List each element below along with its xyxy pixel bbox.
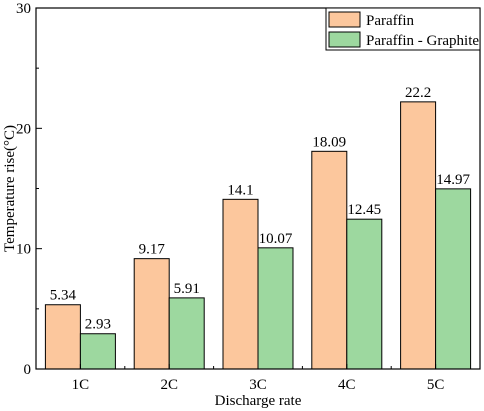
bar-paraffin-graphite: [168, 297, 205, 370]
legend-label: Paraffin: [366, 13, 415, 29]
data-label: 22.2: [405, 85, 431, 101]
legend-swatch: [328, 31, 361, 48]
y-tick-label: 30: [16, 1, 31, 17]
ticks-group: [36, 7, 437, 370]
data-label: 5.91: [174, 281, 200, 297]
bar-paraffin-graphite: [346, 218, 383, 370]
bar-paraffin: [44, 304, 81, 370]
x-axis-title: Discharge rate: [215, 393, 302, 409]
bar-paraffin-graphite: [435, 188, 472, 370]
x-tick-label: 5C: [427, 377, 445, 393]
data-label: 12.45: [347, 202, 381, 218]
bars-group: [44, 101, 472, 370]
x-tick-label: 1C: [72, 377, 90, 393]
data-label: 10.07: [259, 231, 293, 247]
bar-paraffin-graphite: [79, 333, 116, 370]
data-label: 2.93: [85, 317, 111, 333]
data-label: 5.34: [50, 288, 77, 304]
tick-labels-group: 1C 2C 3C 4C 5C 0 10 20 30: [16, 1, 444, 393]
legend: Paraffin Paraffin - Graphite: [325, 7, 481, 51]
legend-swatch: [328, 11, 361, 28]
x-tick-label: 4C: [338, 377, 356, 393]
y-tick-label: 10: [16, 242, 31, 258]
bar-paraffin: [400, 101, 437, 370]
data-label: 18.09: [312, 134, 346, 150]
y-tick-label: 20: [16, 121, 31, 137]
data-label: 14.1: [227, 182, 253, 198]
y-tick-label: 0: [24, 362, 32, 378]
x-tick-label: 3C: [249, 377, 267, 393]
x-tick-label: 2C: [160, 377, 178, 393]
bar-paraffin: [133, 258, 170, 370]
data-label: 14.97: [436, 172, 470, 188]
bar-paraffin: [222, 198, 259, 370]
bar-paraffin: [311, 150, 348, 370]
legend-label: Paraffin - Graphite: [366, 33, 479, 49]
bar-paraffin-graphite: [257, 247, 294, 370]
data-label: 9.17: [139, 242, 166, 258]
data-labels-group: 5.34 2.93 9.17 5.91 14.1 10.07 18.09 12.45 22.2 1…: [50, 85, 471, 333]
y-axis-title: Temperature rise(°C): [2, 125, 18, 252]
